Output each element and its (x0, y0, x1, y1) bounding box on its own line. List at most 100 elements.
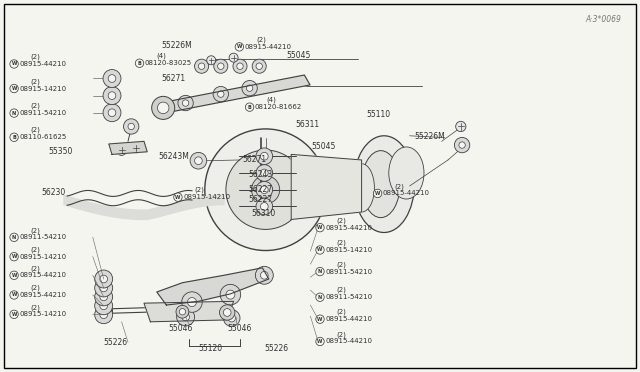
Ellipse shape (353, 136, 415, 232)
Ellipse shape (388, 147, 424, 199)
Circle shape (218, 91, 224, 97)
Text: W: W (237, 44, 242, 49)
Text: 08915-14210: 08915-14210 (183, 194, 230, 200)
Circle shape (10, 271, 19, 279)
Circle shape (177, 308, 195, 326)
Text: (4): (4) (156, 53, 166, 60)
Text: 56227: 56227 (248, 195, 273, 203)
Text: (2): (2) (31, 54, 40, 60)
Text: 08915-44210: 08915-44210 (19, 292, 67, 298)
Text: 08911-54210: 08911-54210 (19, 234, 67, 240)
Text: W: W (375, 191, 380, 196)
Text: 55226: 55226 (264, 344, 289, 353)
Text: W: W (317, 247, 323, 253)
Circle shape (316, 315, 324, 323)
Circle shape (226, 290, 235, 299)
Circle shape (95, 270, 113, 288)
Text: (2): (2) (31, 285, 40, 291)
Text: 55045: 55045 (312, 142, 336, 151)
Circle shape (237, 63, 243, 70)
Circle shape (116, 145, 127, 155)
Text: 56230: 56230 (42, 188, 66, 197)
Polygon shape (157, 268, 269, 305)
Text: 56271: 56271 (161, 74, 186, 83)
Circle shape (242, 80, 257, 96)
Text: N: N (12, 110, 16, 116)
Text: 08915-44210: 08915-44210 (19, 61, 67, 67)
Text: 56310: 56310 (252, 209, 276, 218)
Circle shape (260, 186, 268, 193)
Circle shape (10, 310, 19, 318)
Circle shape (260, 169, 268, 177)
Circle shape (195, 157, 202, 164)
Text: N: N (318, 295, 322, 300)
Text: (2): (2) (337, 240, 346, 246)
Text: W: W (12, 254, 17, 259)
Circle shape (135, 59, 144, 67)
Circle shape (459, 142, 465, 148)
Text: W: W (12, 61, 17, 67)
Circle shape (176, 305, 189, 318)
Circle shape (220, 284, 241, 305)
Text: 08915-14210: 08915-14210 (19, 311, 67, 317)
Text: (2): (2) (31, 304, 40, 311)
Circle shape (256, 198, 273, 215)
Text: B: B (248, 105, 252, 110)
Circle shape (100, 311, 108, 318)
Text: 08120-83025: 08120-83025 (145, 60, 192, 66)
Circle shape (10, 60, 19, 68)
Circle shape (205, 129, 326, 250)
Text: 08915-44210: 08915-44210 (19, 272, 67, 278)
Circle shape (108, 75, 116, 82)
Circle shape (131, 142, 141, 153)
Text: 08915-44210: 08915-44210 (325, 339, 372, 344)
Text: 08915-44210: 08915-44210 (325, 316, 372, 322)
Circle shape (10, 109, 19, 117)
Circle shape (373, 189, 382, 198)
Text: 55226M: 55226M (161, 41, 192, 50)
Text: W: W (12, 312, 17, 317)
Text: 08911-54210: 08911-54210 (325, 269, 372, 275)
Circle shape (95, 306, 113, 324)
Polygon shape (144, 301, 234, 322)
Circle shape (223, 309, 231, 316)
Ellipse shape (349, 164, 374, 212)
Text: 08915-44210: 08915-44210 (383, 190, 430, 196)
Text: (2): (2) (256, 36, 266, 43)
Circle shape (152, 96, 175, 119)
Circle shape (95, 279, 113, 297)
Circle shape (260, 203, 268, 210)
Circle shape (195, 59, 209, 73)
Text: (2): (2) (337, 261, 346, 268)
Text: W: W (317, 339, 323, 344)
Circle shape (316, 267, 324, 276)
Text: (4): (4) (266, 97, 276, 103)
Text: (2): (2) (31, 103, 40, 109)
Text: 08911-54210: 08911-54210 (325, 294, 372, 300)
Text: N: N (318, 269, 322, 274)
Circle shape (316, 224, 324, 232)
Circle shape (213, 86, 228, 102)
Text: W: W (175, 195, 180, 200)
Text: (2): (2) (31, 227, 40, 234)
Text: W: W (317, 225, 323, 230)
Circle shape (316, 246, 324, 254)
Circle shape (10, 84, 19, 93)
Text: (2): (2) (337, 309, 346, 315)
Circle shape (198, 63, 205, 70)
Text: N: N (12, 235, 16, 240)
Circle shape (316, 337, 324, 346)
Circle shape (256, 63, 262, 70)
Text: (2): (2) (31, 246, 40, 253)
Circle shape (100, 302, 108, 310)
Circle shape (245, 103, 254, 111)
Circle shape (233, 59, 247, 73)
Text: (2): (2) (394, 183, 404, 190)
Text: 56271: 56271 (242, 155, 266, 164)
Text: A·3*0069: A·3*0069 (585, 15, 621, 24)
Text: (2): (2) (31, 265, 40, 272)
Circle shape (260, 153, 268, 160)
Circle shape (100, 275, 108, 283)
Text: (2): (2) (337, 331, 346, 338)
Circle shape (95, 297, 113, 315)
